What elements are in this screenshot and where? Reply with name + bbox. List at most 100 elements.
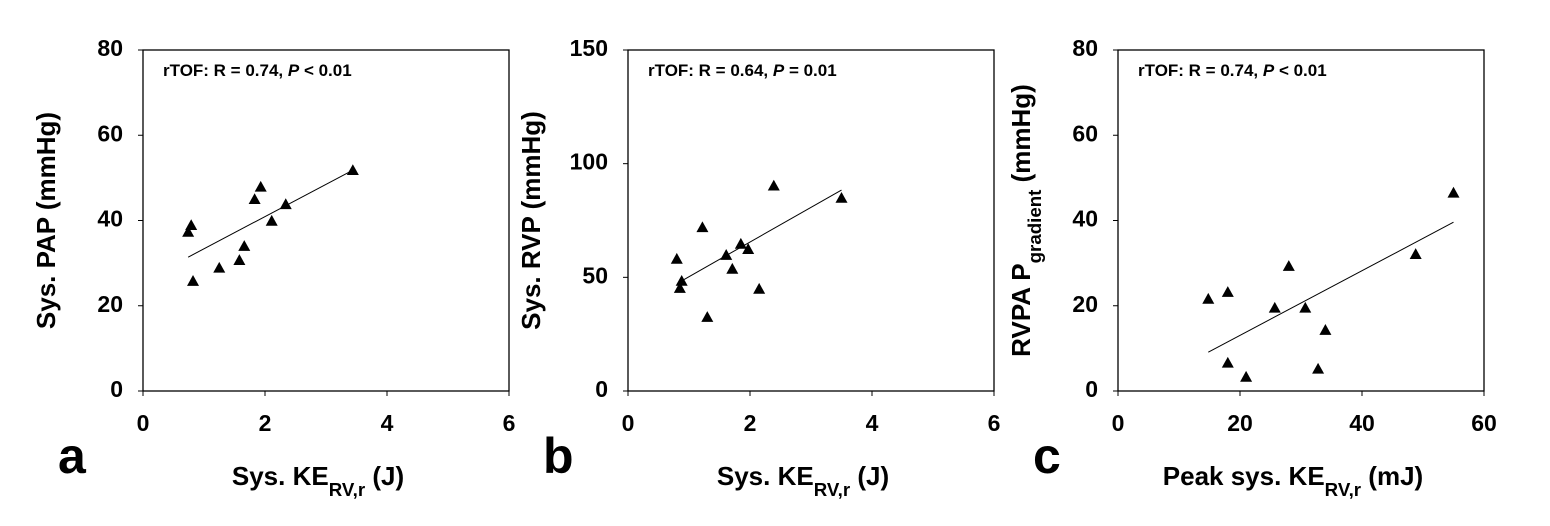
label-part: RVPA P — [1006, 263, 1036, 356]
annotation: rTOF: R = 0.74, P < 0.01 — [163, 61, 352, 80]
annotation: rTOF: R = 0.74, P < 0.01 — [1138, 61, 1327, 80]
label-part: RV,r — [814, 479, 850, 500]
label-part: Sys. KE — [717, 461, 814, 491]
x-tick-label: 2 — [259, 410, 272, 436]
label-part: Peak sys. KE — [1163, 461, 1325, 491]
data-point — [1282, 260, 1295, 271]
y-tick-label: 100 — [570, 149, 608, 175]
data-point — [835, 191, 848, 203]
y-tick-label: 80 — [97, 35, 123, 61]
trend-line — [187, 169, 354, 258]
label-part: RV,r — [329, 479, 365, 500]
plot-frame — [142, 49, 510, 392]
x-axis-label: Peak sys. KERV,r (mJ) — [1163, 461, 1423, 500]
label-part: rTOF: R = 0.74, — [163, 61, 288, 80]
data-point — [187, 275, 200, 286]
data-point — [182, 226, 195, 237]
x-tick-label: 6 — [988, 410, 1001, 436]
x-tick-label: 4 — [866, 410, 879, 436]
label-part: RV,r — [1325, 479, 1361, 500]
x-tick-label: 2 — [744, 410, 757, 436]
panel-label: c — [1033, 428, 1061, 484]
data-point — [279, 198, 292, 210]
data-point — [254, 180, 267, 192]
data-point — [675, 274, 688, 286]
data-point — [238, 240, 251, 251]
data-point — [1447, 186, 1460, 198]
data-point — [734, 237, 747, 249]
trend-line — [679, 189, 842, 283]
label-part: rTOF: R = 0.64, — [648, 61, 773, 80]
data-point — [1312, 362, 1325, 374]
data-point — [1202, 292, 1215, 304]
y-tick-label: 80 — [1072, 35, 1098, 61]
data-point — [185, 219, 198, 230]
label-part: gradient — [1024, 190, 1045, 264]
data-point — [1240, 370, 1253, 382]
y-tick-label: 0 — [595, 376, 608, 402]
trend-line — [1208, 221, 1454, 353]
y-tick-label: 20 — [1072, 291, 1098, 317]
data-point — [726, 262, 739, 274]
data-point — [233, 254, 246, 265]
data-point — [248, 193, 261, 204]
data-point — [1268, 301, 1281, 313]
y-tick-label: 0 — [1085, 376, 1098, 402]
panel-label: b — [543, 428, 574, 484]
x-tick-label: 4 — [381, 410, 394, 436]
x-axis-label: Sys. KERV,r (J) — [717, 461, 889, 500]
label-part: P — [1263, 61, 1275, 80]
x-tick-label: 6 — [503, 410, 516, 436]
y-tick-label: 40 — [97, 206, 123, 232]
data-point — [701, 311, 714, 322]
label-part: (mJ) — [1361, 461, 1423, 491]
label-part: = 0.01 — [784, 61, 836, 80]
data-point — [1221, 286, 1234, 297]
label-part: Sys. PAP (mmHg) — [31, 112, 61, 329]
x-tick-label: 20 — [1227, 410, 1253, 436]
y-tick-label: 60 — [97, 120, 123, 146]
y-tick-label: 150 — [570, 35, 608, 61]
y-tick-label: 0 — [110, 376, 123, 402]
x-axis-label: Sys. KERV,r (J) — [232, 461, 404, 500]
data-point — [1319, 324, 1332, 335]
x-tick-label: 40 — [1349, 410, 1375, 436]
data-point — [767, 179, 780, 191]
label-part: (mmHg) — [1006, 84, 1036, 189]
y-tick-label: 40 — [1072, 206, 1098, 232]
label-part: (J) — [365, 461, 404, 491]
annotation: rTOF: R = 0.64, P = 0.01 — [648, 61, 837, 80]
data-point — [346, 164, 359, 176]
label-part: Sys. KE — [232, 461, 329, 491]
label-part: < 0.01 — [299, 61, 351, 80]
data-point — [1221, 356, 1234, 368]
y-tick-label: 20 — [97, 291, 123, 317]
x-tick-label: 0 — [622, 410, 635, 436]
label-part: P — [773, 61, 785, 80]
y-axis-label: Sys. PAP (mmHg) — [31, 112, 61, 329]
label-part: (J) — [850, 461, 889, 491]
y-tick-label: 60 — [1072, 120, 1098, 146]
x-tick-label: 0 — [1112, 410, 1125, 436]
plot-frame — [1117, 49, 1485, 392]
label-part: Sys. RVP (mmHg) — [516, 111, 546, 330]
data-point — [1409, 248, 1422, 259]
data-point — [673, 282, 686, 293]
data-point — [696, 221, 709, 233]
x-tick-label: 0 — [137, 410, 150, 436]
y-axis-label: RVPA Pgradient (mmHg) — [1006, 84, 1045, 357]
data-point — [720, 249, 733, 260]
label-part: rTOF: R = 0.74, — [1138, 61, 1263, 80]
data-point — [213, 261, 226, 273]
y-tick-label: 50 — [582, 262, 608, 288]
plot-frame — [627, 49, 995, 392]
data-point — [670, 252, 683, 264]
label-part: < 0.01 — [1274, 61, 1326, 80]
data-point — [1299, 301, 1312, 313]
y-axis-label: Sys. RVP (mmHg) — [516, 111, 546, 330]
panel-label: a — [58, 428, 87, 484]
x-tick-label: 60 — [1471, 410, 1497, 436]
data-point — [265, 214, 278, 226]
data-point — [742, 243, 755, 254]
